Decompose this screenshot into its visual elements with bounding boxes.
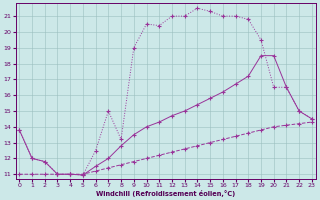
X-axis label: Windchill (Refroidissement éolien,°C): Windchill (Refroidissement éolien,°C)	[96, 190, 235, 197]
